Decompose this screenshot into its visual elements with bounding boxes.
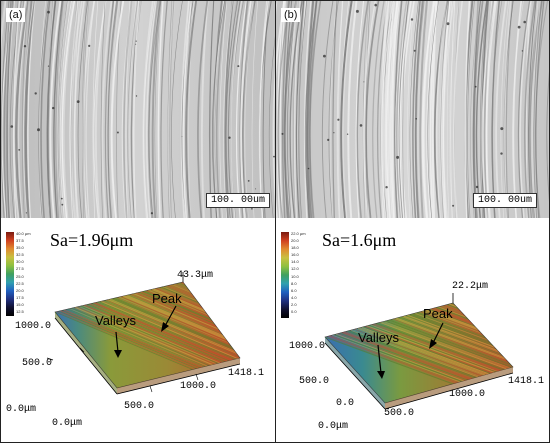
sem-image-b: [276, 1, 549, 218]
colorbar-a-tick-6: 25.0: [16, 273, 24, 279]
colorbar-b-tick-8: 6.0: [291, 287, 297, 293]
x-tick-3-a: 1418.1: [228, 368, 265, 379]
x-tick-1-a: 500.0: [124, 401, 155, 412]
panel-a-tag: (a): [6, 8, 26, 22]
colorbar-a-tick-1: 37.5: [16, 238, 24, 244]
colorbar-a-tick-9: 17.5: [16, 294, 24, 300]
valleys-label-a: Valleys: [95, 313, 136, 328]
surface-plot-b: [324, 293, 514, 410]
sem-image-a: [1, 1, 275, 218]
scale-bar-a: 100. 00um: [206, 193, 271, 208]
colorbar-a-tick-0: 40.0 µm: [16, 231, 31, 236]
colorbar-a: [6, 232, 14, 316]
colorbar-a-tick-10: 15.0: [16, 301, 24, 307]
scale-bar-b: 100. 00um: [473, 193, 538, 208]
origin-a: 0.0μm: [6, 404, 37, 415]
colorbar-a-tick-8: 20.0: [16, 287, 24, 293]
colorbar-b-tick-2: 18.0: [291, 245, 299, 251]
colorbar-a-tick-5: 27.5: [16, 266, 24, 272]
panel-b-tag: (b): [281, 8, 301, 22]
sem-texture-a: [1, 1, 275, 218]
colorbar-b: [281, 232, 289, 318]
y-tick-top-b: 1000.0: [289, 341, 326, 352]
colorbar-a-tick-4: 30.0: [16, 259, 24, 265]
y-tick-top-a: 1000.0: [15, 321, 52, 332]
roughness-value-a: Sa=1.96μm: [50, 230, 134, 250]
z-max-a: 43.3μm: [177, 270, 214, 281]
colorbar-b-tick-0: 22.0 µm: [291, 231, 306, 236]
colorbar-b-tick-5: 12.0: [291, 266, 299, 272]
colorbar-b-tick-7: 8.0: [291, 280, 297, 286]
colorbar-a-tick-7: 22.5: [16, 280, 24, 286]
sem-texture-b: [276, 1, 549, 218]
origin-b: 0.0: [336, 398, 355, 409]
colorbar-b-tick-10: 2.0: [291, 301, 297, 307]
colorbar-b-tick-3: 16.0: [291, 252, 299, 258]
x-tick-2-b: 1000.0: [449, 389, 486, 400]
peak-label-a: Peak: [152, 291, 182, 306]
colorbar-b-tick-1: 20.0: [291, 238, 299, 244]
colorbar-ticks-b: 22.0 µm 20.0 18.0 16.0 14.0 12.0 10.0 8.…: [291, 230, 306, 315]
surface-plot-a: [46, 272, 241, 395]
colorbar-a-tick-3: 32.5: [16, 252, 24, 258]
colorbar-b-tick-11: 0.0: [291, 309, 297, 315]
colorbar-b-tick-4: 14.0: [291, 259, 299, 265]
z-max-b: 22.2μm: [452, 281, 489, 292]
colorbar-ticks-a: 40.0 µm 37.5 35.0 32.5 30.0 27.5 25.0 22…: [16, 230, 31, 315]
y-tick-mid-a: 500.0: [22, 358, 53, 369]
colorbar-b-tick-6: 10.0: [291, 273, 299, 279]
x-tick-2-a: 1000.0: [180, 381, 217, 392]
colorbar-a-tick-11: 12.5: [16, 309, 24, 315]
roughness-value-b: Sa=1.6μm: [322, 230, 397, 250]
x-tick-1-b: 500.0: [384, 408, 415, 419]
y-tick-mid-b: 500.0: [299, 376, 330, 387]
valleys-label-b: Valleys: [358, 330, 399, 345]
colorbar-b-tick-9: 4.0: [291, 294, 297, 300]
peak-label-b: Peak: [423, 306, 453, 321]
x-tick-0-a: 0.0μm: [52, 418, 83, 429]
colorbar-a-tick-2: 35.0: [16, 245, 24, 251]
x-tick-0-b: 0.0μm: [318, 421, 349, 432]
x-tick-3-b: 1418.1: [508, 376, 545, 387]
